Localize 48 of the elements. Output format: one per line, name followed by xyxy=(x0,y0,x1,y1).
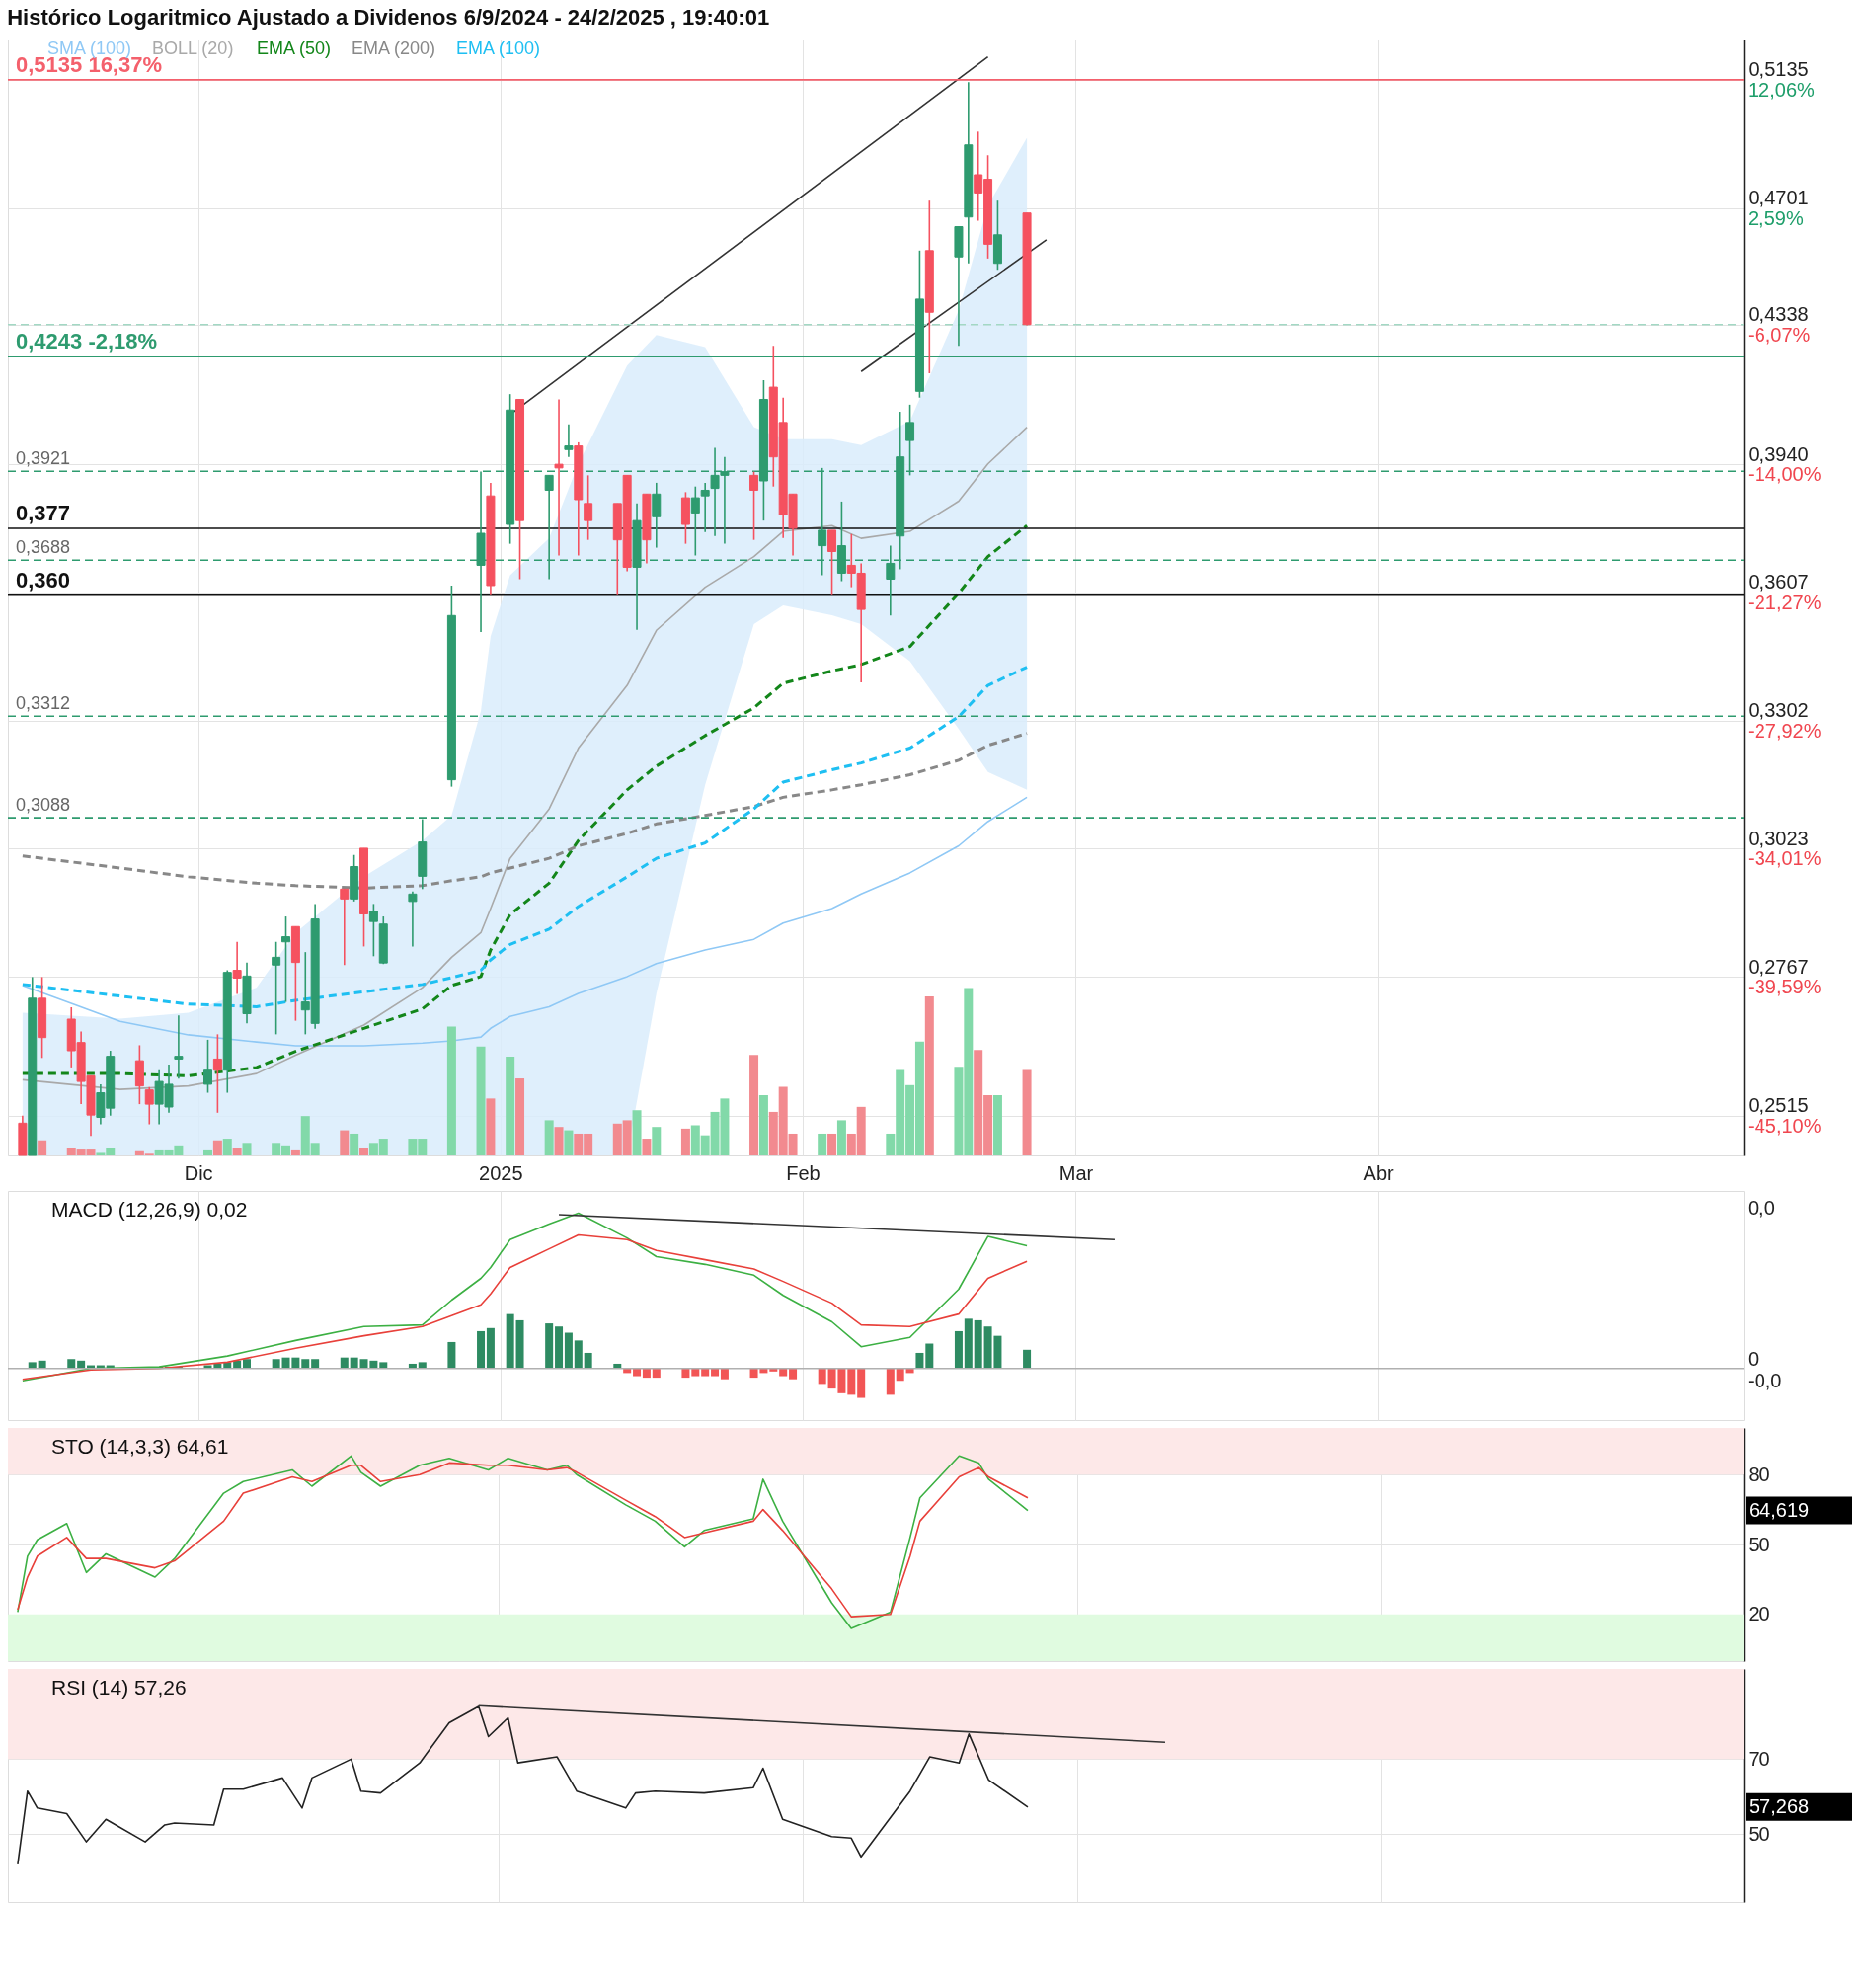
text: 64,619 xyxy=(1749,1498,1810,1521)
ref-line-label: 0,3312 xyxy=(16,693,71,714)
y-tick-label: 0,4701 xyxy=(1748,187,1809,209)
x-tick-label: Mar xyxy=(1058,1161,1094,1184)
x-tick-label: 2025 xyxy=(479,1161,523,1184)
ref-line-label: 0,3921 xyxy=(16,448,71,469)
ref-line-label: 0,360 xyxy=(16,567,71,593)
text: -6,07% xyxy=(1748,323,1811,346)
y-tick-label: 0,2767 xyxy=(1748,955,1809,978)
y-tick-label: 0,3023 xyxy=(1748,827,1809,849)
text: 12,06% xyxy=(1748,78,1816,101)
x-tick-label: Abr xyxy=(1363,1161,1394,1184)
text: -45,10% xyxy=(1748,1114,1822,1137)
ref-line-label: 0,3688 xyxy=(16,537,71,558)
y-tick-label: 0,3940 xyxy=(1748,442,1809,465)
text: -14,00% xyxy=(1748,463,1822,486)
y-tick-label: 50 xyxy=(1748,1822,1770,1845)
y-tick-label: 0,3607 xyxy=(1748,571,1809,594)
x-tick-label: Dic xyxy=(184,1161,213,1184)
chart-title: Histórico Logaritmico Ajustado a Dividenos 6/9/2024 - 24/2/2025 , 19:40:01 xyxy=(7,5,770,30)
chart-title: RSI (14) 57,26 xyxy=(51,1676,187,1699)
text: -21,27% xyxy=(1748,591,1822,613)
ref-line-label: 0,3088 xyxy=(16,795,71,816)
text: 0,0 xyxy=(1748,1197,1775,1219)
text: 2,59% xyxy=(1748,206,1804,229)
text: EMA (200) xyxy=(352,39,436,58)
y-tick-label: 50 xyxy=(1748,1533,1770,1555)
text: BOLL (20) xyxy=(152,39,234,58)
y-tick-label: 0,3302 xyxy=(1748,699,1809,722)
text: -34,01% xyxy=(1748,847,1822,870)
y-tick-label: 80 xyxy=(1748,1463,1770,1485)
text: -39,59% xyxy=(1748,976,1822,998)
chart-title: STO (14,3,3) 64,61 xyxy=(51,1435,229,1458)
y-tick-label: 0,5135 xyxy=(1748,58,1809,81)
chart-title: MACD (12,26,9) 0,02 xyxy=(51,1198,248,1221)
y-tick-label: 0,2515 xyxy=(1748,1094,1809,1117)
text: 57,268 xyxy=(1749,1794,1810,1817)
x-tick-label: Feb xyxy=(786,1161,821,1184)
text: 0 xyxy=(1748,1347,1759,1370)
y-tick-label: 70 xyxy=(1748,1747,1770,1770)
ref-line-label: 0,377 xyxy=(16,500,71,525)
text: -0,0 xyxy=(1748,1369,1782,1391)
text: -27,92% xyxy=(1748,719,1822,742)
y-tick-label: 0,4338 xyxy=(1748,303,1809,326)
text: EMA (100) xyxy=(456,39,541,58)
y-tick-label: 20 xyxy=(1748,1603,1770,1625)
text: EMA (50) xyxy=(257,39,332,58)
ref-line-label: 0,4243 -2,18% xyxy=(16,329,158,355)
